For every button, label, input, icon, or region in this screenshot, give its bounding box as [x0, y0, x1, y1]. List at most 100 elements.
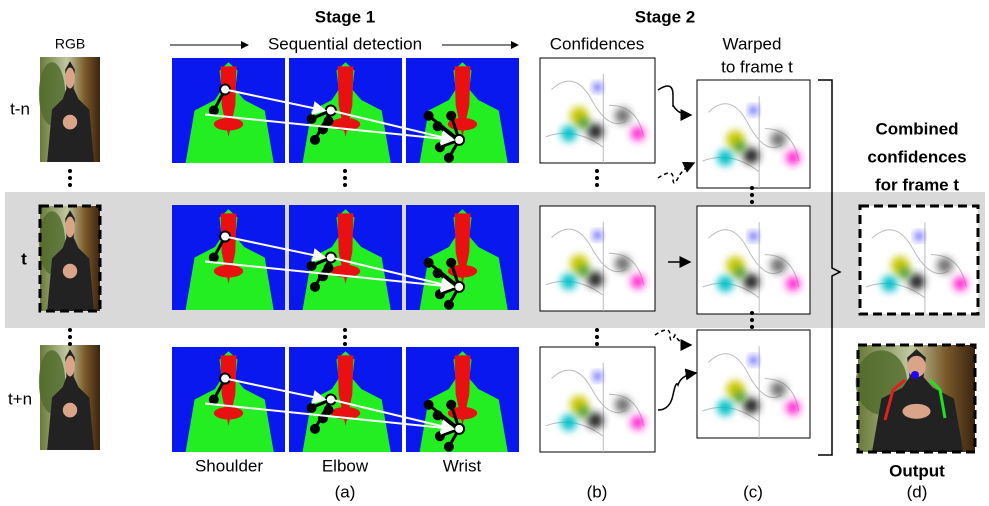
- ellipsis-dot: [68, 328, 72, 332]
- ellipsis-dot: [595, 335, 599, 339]
- segmentation: [406, 347, 519, 452]
- blob: [899, 267, 911, 279]
- ellipsis-dot: [343, 328, 347, 332]
- blob: [587, 272, 603, 288]
- background: [697, 80, 810, 188]
- segmentation: [289, 347, 402, 452]
- ellipsis-dot: [750, 325, 754, 329]
- joint-label: Wrist: [443, 456, 482, 475]
- joint: [433, 268, 443, 278]
- ellipsis-dot: [595, 183, 599, 187]
- joint: [446, 258, 456, 268]
- joint: [310, 424, 320, 434]
- ellipsis-dot: [343, 183, 347, 187]
- face: [65, 356, 75, 377]
- ellipsis-dot: [750, 186, 754, 190]
- joint: [446, 400, 456, 410]
- warp-arrow: [658, 86, 691, 115]
- blob: [786, 401, 800, 415]
- ellipsis-dot: [750, 318, 754, 322]
- joint: [324, 405, 334, 415]
- ellipsis-dot: [750, 193, 754, 197]
- ellipsis-dot: [68, 176, 72, 180]
- joint: [424, 400, 434, 410]
- joint: [433, 121, 443, 131]
- blob: [631, 127, 645, 141]
- blob: [915, 232, 923, 240]
- confidence-map: [860, 206, 978, 314]
- rgb-label: RGB: [55, 36, 85, 52]
- blob: [786, 151, 800, 165]
- caption: (b): [587, 482, 608, 501]
- blob: [561, 415, 577, 431]
- row-label: t+n: [8, 389, 32, 408]
- joint: [307, 261, 317, 271]
- ellipsis-dot: [343, 169, 347, 173]
- blob: [594, 372, 602, 380]
- joint: [444, 153, 454, 163]
- rgb-frame: [39, 57, 100, 162]
- confidences-label: Confidences: [550, 34, 645, 53]
- ellipsis-dot: [343, 335, 347, 339]
- rgb-frame: [39, 206, 100, 311]
- blob: [561, 126, 577, 142]
- caption: (d): [907, 482, 928, 501]
- blob: [937, 257, 953, 273]
- figure: Stage 1 Stage 2 RGB Sequential detection…: [0, 0, 989, 506]
- caption: (a): [335, 482, 356, 501]
- stage-1-title: Stage 1: [315, 7, 375, 26]
- blob: [587, 413, 603, 429]
- caption: (c): [743, 482, 763, 501]
- ellipsis-dot: [68, 169, 72, 173]
- confidence-map: [697, 206, 810, 314]
- blob: [770, 257, 786, 273]
- joint: [307, 403, 317, 413]
- joint: [424, 111, 434, 121]
- part: [214, 118, 243, 131]
- hands: [63, 264, 77, 279]
- blob: [770, 131, 786, 147]
- ellipsis-dot: [68, 335, 72, 339]
- combined-label: for frame t: [875, 175, 959, 194]
- blob: [743, 148, 759, 164]
- blob: [953, 277, 967, 291]
- segmentation: [406, 58, 519, 163]
- joint: [435, 431, 445, 441]
- confidence-map: [697, 330, 810, 438]
- part: [214, 407, 243, 420]
- hands: [902, 404, 930, 419]
- blob: [578, 406, 590, 418]
- blob: [615, 108, 631, 124]
- blob: [717, 400, 733, 416]
- ellipsis-dot: [595, 328, 599, 332]
- ellipsis-dot: [343, 342, 347, 346]
- joint: [444, 300, 454, 310]
- segmentation: [289, 205, 402, 310]
- segmentation: [172, 347, 285, 452]
- background: [540, 58, 655, 163]
- background: [860, 206, 978, 314]
- stage-2-title: Stage 2: [635, 7, 695, 26]
- warped-label: Warped: [723, 34, 782, 53]
- joint: [310, 135, 320, 145]
- blob: [734, 141, 746, 153]
- row-label: t: [21, 249, 27, 268]
- blob: [743, 398, 759, 414]
- blob: [615, 256, 631, 272]
- ellipsis-dot: [343, 176, 347, 180]
- face: [65, 217, 75, 238]
- output-label: Output: [889, 461, 945, 480]
- joint: [444, 442, 454, 452]
- blob: [750, 106, 758, 114]
- blob: [882, 276, 898, 292]
- blob: [631, 416, 645, 430]
- hands: [63, 403, 77, 418]
- joint: [310, 282, 320, 292]
- blob: [578, 117, 590, 129]
- warp-arrow: [658, 373, 696, 410]
- blob: [770, 381, 786, 397]
- blob: [750, 356, 758, 364]
- joint-label: Shoulder: [195, 456, 263, 475]
- joint: [435, 142, 445, 152]
- target-joint: [454, 424, 464, 434]
